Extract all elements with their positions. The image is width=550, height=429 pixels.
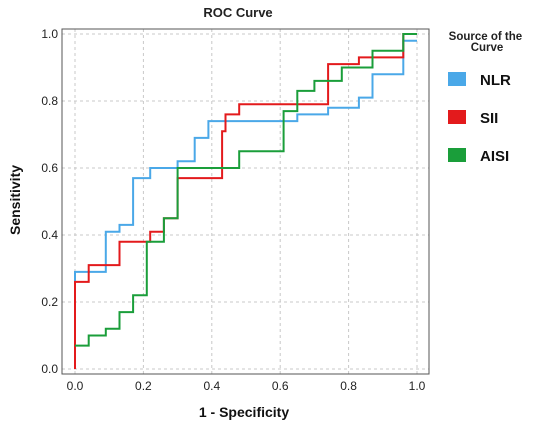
y-axis-label: Sensitivity [7,165,23,235]
x-tick-label: 0.2 [135,379,152,393]
legend-title: Source of the Curve [449,31,526,54]
legend-title-line-1: Source of the [449,31,522,43]
x-tick-label: 0.6 [272,379,289,393]
x-tick-label: 0.4 [203,379,220,393]
y-tick-label: 1.0 [41,27,58,41]
y-tick-label: 0.0 [41,362,58,376]
legend-label-sii: SII [480,110,498,127]
legend-swatch-nlr [448,72,466,86]
legend-swatch-sii [448,110,466,124]
y-tick-label: 0.8 [41,94,58,108]
legend: Source of the Curve NLR SII AISI [448,31,526,165]
legend-title-line-2: Curve [471,42,504,54]
y-tick-label: 0.2 [41,295,58,309]
x-tick-label: 0.8 [340,379,357,393]
legend-label-nlr: NLR [480,72,511,89]
y-tick-label: 0.4 [41,228,58,242]
x-tick-label: 1.0 [409,379,426,393]
plot-frame [61,28,430,375]
y-tick-label: 0.6 [41,161,58,175]
tick-labels: 0.0 0.2 0.4 0.6 0.8 1.0 0.0 0.2 0.4 0.6 0.8 1.0 [41,27,425,393]
series-lines [74,33,417,369]
grid [62,29,429,374]
series-line-sii [74,33,417,369]
x-axis-label: 1 - Specificity [199,404,289,420]
chart-title: ROC Curve [203,5,272,20]
legend-swatch-aisi [448,148,466,162]
legend-label-aisi: AISI [480,148,509,165]
x-tick-label: 0.0 [67,379,84,393]
series-line-aisi [75,33,417,347]
series-line-nlr [74,39,417,369]
